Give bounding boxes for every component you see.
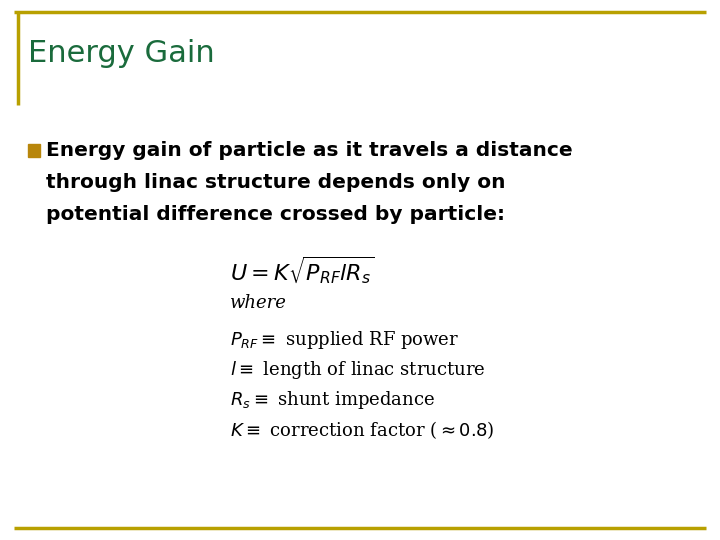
Text: potential difference crossed by particle:: potential difference crossed by particle… [46,205,505,224]
Text: through linac structure depends only on: through linac structure depends only on [46,172,505,192]
Bar [28,144,40,157]
Text: $K \equiv$ correction factor ($\approx 0.8$): $K \equiv$ correction factor ($\approx 0… [230,419,495,441]
Text: Energy Gain: Energy Gain [28,38,215,68]
Text: $R_s \equiv$ shunt impedance: $R_s \equiv$ shunt impedance [230,389,435,411]
Text: where: where [230,294,287,312]
Text: Energy gain of particle as it travels a distance: Energy gain of particle as it travels a … [46,140,572,159]
Text: $U = K\sqrt{P_{RF}lR_s}$: $U = K\sqrt{P_{RF}lR_s}$ [230,254,374,286]
Text: $P_{RF} \equiv$ supplied RF power: $P_{RF} \equiv$ supplied RF power [230,329,459,351]
Text: $l \equiv$ length of linac structure: $l \equiv$ length of linac structure [230,359,486,381]
